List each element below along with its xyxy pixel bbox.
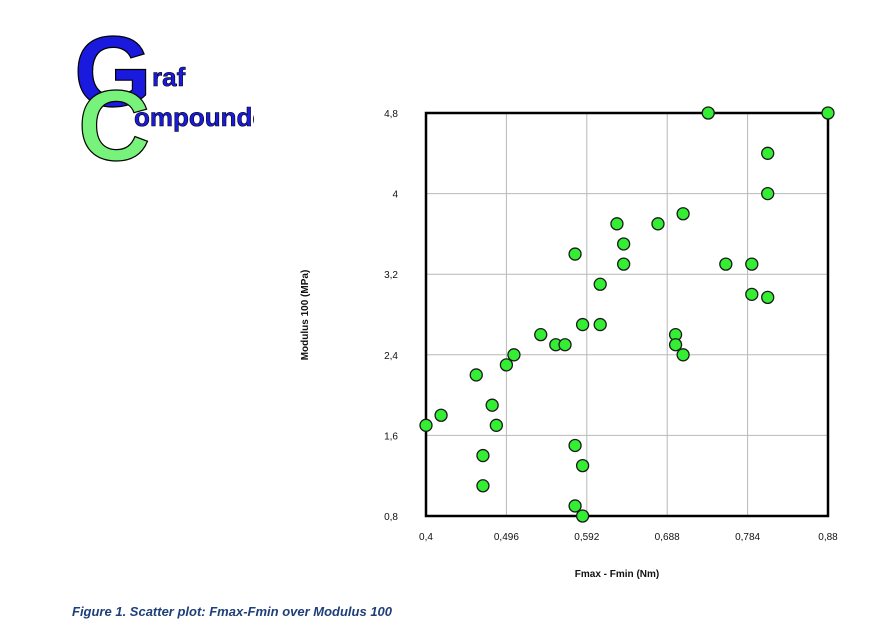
x-tick-label: 0,784 — [735, 532, 760, 543]
logo-word-graf: raf — [152, 62, 186, 92]
data-point — [489, 418, 504, 432]
data-point — [676, 348, 690, 362]
x-tick-label: 0,592 — [574, 532, 599, 543]
y-tick-label: 0,8 — [384, 512, 398, 523]
data-point — [568, 499, 582, 513]
data-point — [676, 207, 690, 221]
data-point — [575, 509, 590, 523]
y-tick-label: 1,6 — [384, 431, 398, 442]
grid-lines — [426, 113, 828, 516]
data-point — [568, 247, 582, 261]
data-point — [534, 327, 548, 342]
data-point — [745, 287, 759, 302]
data-point — [761, 186, 775, 201]
data-point — [617, 257, 631, 271]
x-tick-label: 0,88 — [818, 532, 838, 543]
data-point — [821, 106, 835, 120]
data-point — [575, 458, 590, 473]
data-point — [668, 338, 683, 352]
data-point — [507, 348, 521, 362]
x-tick-label: 0,4 — [419, 532, 433, 543]
y-tick-label: 4,8 — [384, 109, 398, 120]
data-point — [476, 479, 490, 493]
data-point — [761, 146, 775, 160]
graf-compounder-logo: G C raf ompounder — [74, 28, 254, 168]
data-point — [593, 317, 607, 332]
data-point — [419, 418, 433, 432]
data-point — [701, 106, 715, 120]
data-point — [476, 448, 490, 463]
data-point — [568, 438, 582, 453]
data-point — [485, 398, 499, 412]
data-point — [499, 358, 514, 372]
data-point — [575, 317, 590, 332]
y-tick-label: 4 — [392, 190, 398, 201]
logo-letter-g: G — [74, 28, 152, 128]
data-point — [719, 257, 733, 271]
data-point — [617, 237, 631, 251]
y-tick-label: 2,4 — [384, 351, 398, 362]
y-axis-label: Modulus 100 (MPa) — [300, 270, 311, 361]
x-tick-label: 0,496 — [494, 532, 519, 543]
data-points — [419, 106, 835, 523]
data-point — [651, 217, 665, 231]
data-point — [469, 368, 483, 382]
x-tick-label: 0,688 — [655, 532, 680, 543]
data-point — [610, 217, 624, 231]
data-point — [761, 290, 775, 305]
logo-word-compounder: ompounder — [134, 102, 254, 132]
logo-letter-c: C — [78, 70, 150, 168]
plot-frame — [424, 111, 830, 518]
axis-ticks: 0,4 0,496 0,592 0,688 0,784 0,88 0,8 1,6 2,4 3,2 4… — [384, 109, 838, 543]
data-point — [745, 257, 759, 271]
data-point — [434, 408, 448, 422]
data-point — [558, 338, 572, 352]
figure-caption: Figure 1. Scatter plot: Fmax-Fmin over M… — [72, 604, 393, 619]
data-point — [593, 277, 607, 291]
y-tick-label: 3,2 — [384, 270, 398, 281]
x-axis-label: Fmax - Fmin (Nm) — [575, 569, 659, 580]
